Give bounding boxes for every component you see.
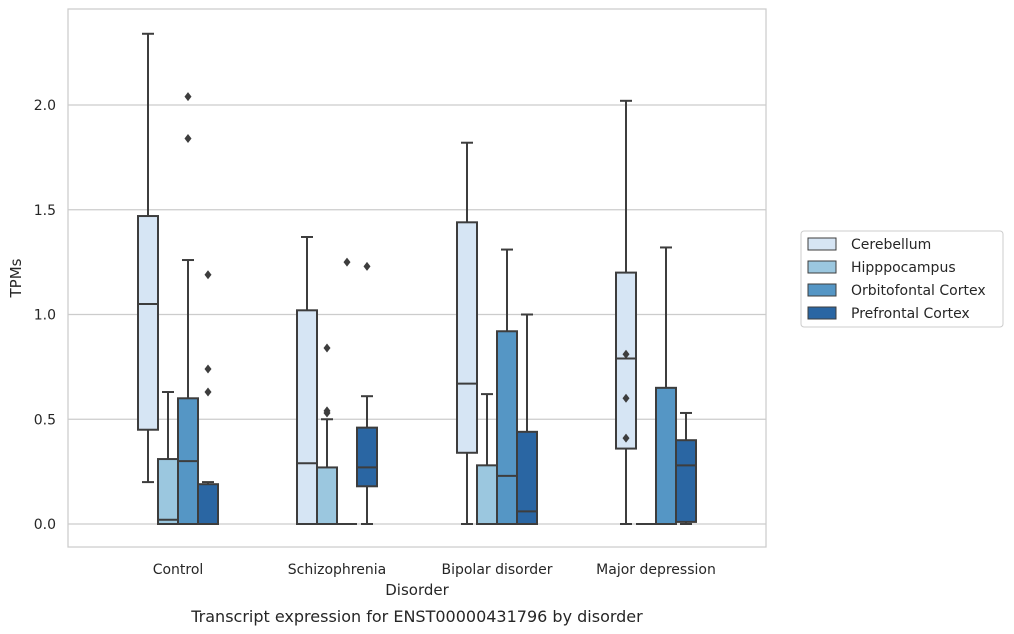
y-tick-label: 2.0: [34, 98, 56, 114]
y-tick-label: 1.5: [34, 203, 56, 219]
box-iqr: [137, 215, 159, 431]
x-tick-label: Major depression: [596, 562, 716, 578]
box-prefrontal-cortex: [516, 313, 538, 526]
box-iqr: [615, 271, 637, 450]
legend-swatch: [807, 283, 837, 297]
outlier-point: [622, 393, 630, 403]
outlier-point: [622, 349, 630, 359]
legend: Cerebellum Hipppocampus Orbitofontal Corte…: [800, 230, 1004, 328]
box-cerebellum: [296, 235, 318, 525]
outlier-point: [204, 270, 212, 280]
outlier-point: [323, 406, 331, 416]
y-tick-label: 0.5: [34, 412, 56, 428]
y-axis-label: TPMs: [7, 258, 25, 298]
box-hipppocampus: [316, 343, 338, 525]
box-orbitofontal-cortex: [496, 248, 518, 526]
box-series: [137, 32, 697, 526]
outlier-point: [204, 387, 212, 397]
box-cerebellum: [615, 99, 637, 525]
box-orbitofontal-cortex: [177, 92, 199, 525]
y-tick-label: 0.0: [34, 517, 56, 533]
legend-swatch: [807, 260, 837, 274]
box-iqr: [197, 483, 219, 526]
outlier-point: [343, 257, 351, 267]
box-iqr: [456, 221, 478, 454]
box-iqr: [316, 466, 338, 525]
box-hipppocampus: [476, 393, 498, 525]
outlier-point: [184, 92, 192, 102]
x-tick-label: Control: [153, 562, 204, 578]
box-prefrontal-cortex: [675, 411, 697, 525]
box-prefrontal-cortex: [356, 261, 378, 525]
x-tick-label: Schizophrenia: [288, 562, 386, 578]
legend-label: Orbitofontal Cortex: [851, 283, 986, 299]
box-cerebellum: [456, 141, 478, 525]
box-iqr: [496, 330, 518, 526]
legend-swatch: [807, 306, 837, 320]
box-iqr: [157, 458, 179, 525]
outlier-point: [184, 134, 192, 144]
y-tick-labels: 0.0 0.5 1.0 1.5 2.0: [34, 98, 56, 533]
box-iqr: [296, 309, 318, 525]
box-orbitofontal-cortex: [337, 257, 357, 525]
x-tick-label: Bipolar disorder: [441, 562, 552, 578]
box-iqr: [516, 430, 538, 526]
outlier-point: [622, 433, 630, 443]
box-prefrontal-cortex: [197, 270, 219, 526]
box-cerebellum: [137, 32, 159, 484]
outlier-point: [204, 364, 212, 374]
legend-label: Cerebellum: [851, 237, 931, 253]
box-hipppocampus: [157, 391, 179, 525]
box-iqr: [655, 386, 677, 526]
outlier-point: [323, 343, 331, 353]
box-iqr: [356, 426, 378, 488]
y-tick-label: 1.0: [34, 308, 56, 324]
x-axis-label: Disorder: [385, 581, 449, 599]
box-iqr: [476, 464, 498, 525]
legend-label: Hipppocampus: [851, 260, 956, 276]
x-tick-labels: Control Schizophrenia Bipolar disorder Majo…: [153, 562, 716, 578]
legend-swatch: [807, 237, 837, 251]
outlier-point: [363, 261, 371, 271]
chart-caption: Transcript expression for ENST0000043179…: [190, 607, 643, 626]
plot-frame: [67, 8, 767, 548]
box-iqr: [675, 439, 697, 523]
box-orbitofontal-cortex: [655, 246, 677, 526]
legend-label: Prefrontal Cortex: [851, 306, 970, 322]
legend-frame: [800, 230, 1004, 328]
